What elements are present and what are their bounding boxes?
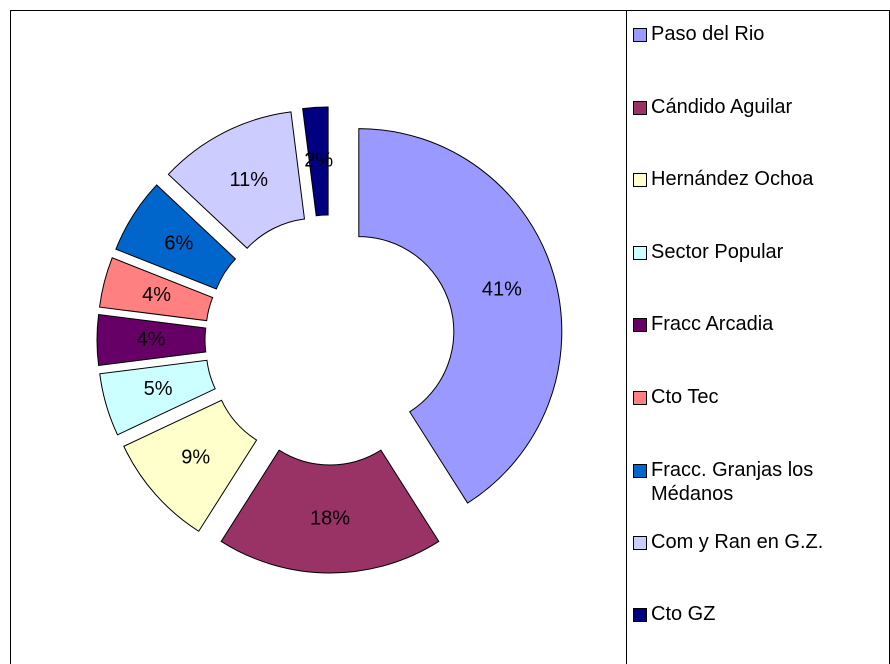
legend: Paso del Rio Cándido Aguilar Hernández Och… bbox=[626, 10, 890, 664]
slice bbox=[99, 359, 216, 436]
legend-label: Fracc Arcadia bbox=[651, 313, 774, 335]
legend-swatch bbox=[633, 318, 647, 332]
slice-label: 4% bbox=[137, 328, 166, 350]
slice bbox=[98, 257, 214, 322]
legend-label: Cto Tec bbox=[651, 386, 719, 408]
legend-swatch bbox=[633, 608, 647, 622]
slice bbox=[123, 399, 258, 532]
slice-label: 41% bbox=[482, 278, 522, 300]
legend-label: Sector Popular bbox=[651, 241, 784, 263]
legend-item: Fracc Arcadia bbox=[633, 312, 888, 336]
legend-label: Fracc. Granjas los Médanos bbox=[651, 459, 814, 505]
slice-label: 5% bbox=[144, 378, 173, 400]
legend-item: Cándido Aguilar bbox=[633, 95, 888, 119]
slice bbox=[115, 184, 237, 290]
legend-swatch bbox=[633, 173, 647, 187]
legend-label: Hernández Ochoa bbox=[651, 168, 814, 190]
legend-item: Cto GZ bbox=[633, 602, 888, 626]
legend-item: Fracc. Granjas los Médanos bbox=[633, 458, 888, 506]
slice-label: 18% bbox=[310, 507, 350, 529]
slice-label: 2% bbox=[304, 150, 333, 172]
slice-label: 4% bbox=[142, 284, 171, 306]
legend-item: Hernández Ochoa bbox=[633, 167, 888, 191]
slice-label: 6% bbox=[164, 232, 193, 254]
legend-item: Paso del Rio bbox=[633, 22, 888, 46]
legend-swatch bbox=[633, 536, 647, 550]
slice bbox=[167, 111, 306, 249]
legend-item: Com y Ran en G.Z. bbox=[633, 530, 888, 554]
legend-label: Cto GZ bbox=[651, 603, 716, 625]
slice-label: 9% bbox=[181, 447, 210, 469]
legend-swatch bbox=[633, 246, 647, 260]
legend-swatch bbox=[633, 391, 647, 405]
slice bbox=[220, 449, 440, 574]
legend-label: Cándido Aguilar bbox=[651, 96, 793, 118]
legend-label: Com y Ran en G.Z. bbox=[651, 531, 824, 553]
slice bbox=[302, 106, 329, 217]
legend-swatch bbox=[633, 28, 647, 42]
legend-item: Sector Popular bbox=[633, 240, 888, 264]
legend-item: Cto Tec bbox=[633, 385, 888, 409]
legend-swatch bbox=[633, 464, 647, 478]
legend-swatch bbox=[633, 101, 647, 115]
legend-label: Paso del Rio bbox=[651, 23, 765, 45]
slice bbox=[358, 128, 563, 504]
slice bbox=[96, 313, 207, 367]
slice-label: 11% bbox=[229, 169, 268, 191]
